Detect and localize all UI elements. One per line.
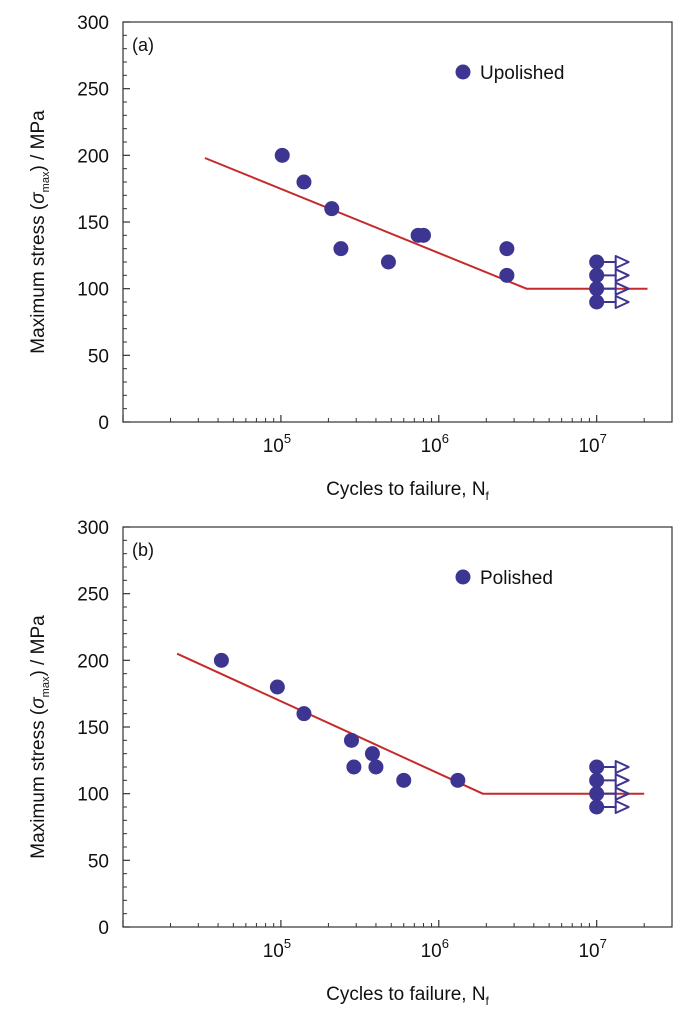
y-tick-label: 200 xyxy=(77,651,109,672)
data-point xyxy=(296,174,312,190)
data-point xyxy=(450,772,466,788)
data-point xyxy=(213,652,229,668)
data-point xyxy=(368,759,384,775)
legend-marker xyxy=(455,64,471,80)
legend-label: Polished xyxy=(480,568,553,589)
y-axis-title: Maximum stress (σmax) / MPa xyxy=(28,110,52,354)
legend-marker xyxy=(455,569,471,585)
y-tick-label: 50 xyxy=(88,346,109,367)
data-point xyxy=(499,267,515,283)
data-point xyxy=(396,772,412,788)
y-tick-label: 100 xyxy=(77,785,109,806)
data-point xyxy=(346,759,362,775)
plot-frame xyxy=(122,21,673,423)
panel-label: (b) xyxy=(132,540,154,560)
y-tick-label: 0 xyxy=(98,918,109,939)
data-point xyxy=(415,227,431,243)
y-tick-label: 250 xyxy=(77,585,109,606)
panel-label: (a) xyxy=(132,35,154,55)
x-tick-label: 107 xyxy=(578,936,606,962)
fit-line xyxy=(204,157,648,290)
runout-arrow-head xyxy=(614,773,630,788)
x-tick-label: 105 xyxy=(263,431,291,457)
fit-line xyxy=(176,652,645,795)
y-tick-label: 200 xyxy=(77,146,109,167)
data-point xyxy=(324,201,340,217)
x-tick-label: 105 xyxy=(263,936,291,962)
data-point xyxy=(269,679,285,695)
y-tick-label: 0 xyxy=(98,413,109,434)
data-point xyxy=(380,254,396,270)
x-tick-label: 106 xyxy=(421,936,449,962)
y-tick-label: 300 xyxy=(77,518,109,539)
x-tick-label: 106 xyxy=(421,431,449,457)
x-axis-title: Cycles to failure, Nf xyxy=(326,984,489,1008)
data-point xyxy=(333,241,349,257)
y-tick-label: 100 xyxy=(77,280,109,301)
data-point xyxy=(364,746,380,762)
y-tick-label: 50 xyxy=(88,851,109,872)
x-axis-title: Cycles to failure, Nf xyxy=(326,479,489,503)
legend-label: Upolished xyxy=(480,63,565,84)
y-axis-title: Maximum stress (σmax) / MPa xyxy=(28,615,52,859)
runout-arrow-head xyxy=(614,268,630,283)
y-tick-label: 150 xyxy=(77,213,109,234)
data-point xyxy=(296,706,312,722)
y-tick-label: 150 xyxy=(77,718,109,739)
y-tick-label: 300 xyxy=(77,13,109,34)
runout-arrow-head xyxy=(614,760,630,774)
chart-panel-a: 0 50 100 150 200 250 300 105 106 107 Cycles to fai… xyxy=(28,13,673,503)
runout-arrow-head xyxy=(614,295,630,309)
runout-arrow-head xyxy=(614,800,630,814)
chart-panel-b: 0 50 100 150 200 250 300 105 106 107 Cycles to fai… xyxy=(28,518,673,1008)
plot-frame xyxy=(122,526,673,928)
data-point xyxy=(274,147,290,163)
runout-arrow-head xyxy=(614,281,630,296)
runout-arrow-head xyxy=(614,786,630,801)
runout-arrow-head xyxy=(614,255,630,269)
data-point xyxy=(343,732,359,748)
data-point xyxy=(499,241,515,257)
x-tick-label: 107 xyxy=(578,431,606,457)
y-tick-label: 250 xyxy=(77,80,109,101)
